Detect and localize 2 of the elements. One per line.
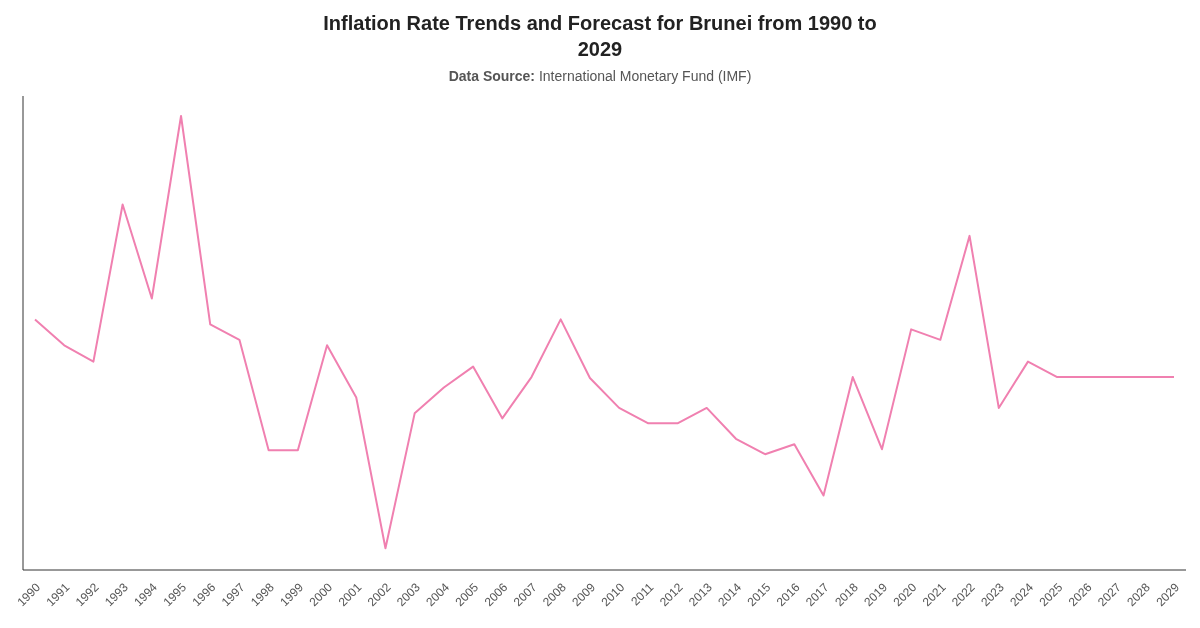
- chart-subtitle: Data Source: International Monetary Fund (IMF): [447, 68, 753, 84]
- chart-title: Inflation Rate Trends and Forecast for Brunei from 1990 to 2029: [322, 11, 878, 62]
